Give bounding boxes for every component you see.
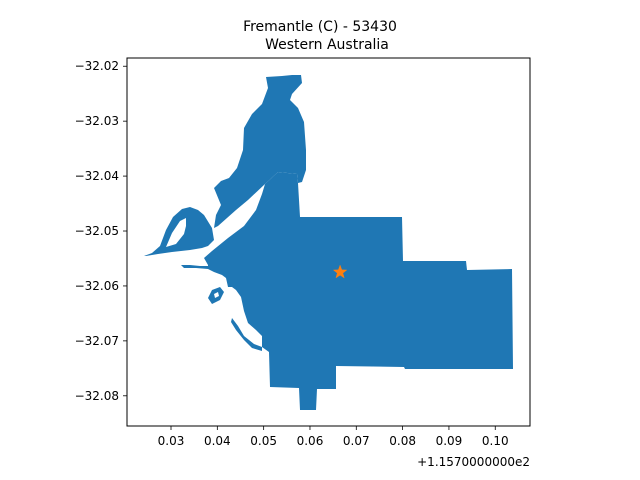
y-tick-label: −32.03 — [75, 114, 119, 128]
region-coastal-sliver — [231, 318, 262, 351]
x-offset-label: +1.1570000000e2 — [417, 455, 530, 469]
y-tick-label: −32.06 — [75, 279, 119, 293]
y-axis: −32.02 −32.03 −32.04 −32.05 −32.06 −32.07 −32.… — [75, 59, 127, 403]
chart-title: Fremantle (C) - 53430 — [243, 19, 397, 35]
x-tick-label: 0.08 — [389, 434, 416, 448]
y-tick-label: −32.05 — [75, 224, 119, 238]
chart-subtitle: Western Australia — [265, 37, 389, 53]
x-tick-label: 0.04 — [204, 434, 231, 448]
region-map-shape — [144, 75, 513, 410]
x-tick-label: 0.03 — [158, 434, 185, 448]
x-axis: 0.03 0.04 0.05 0.06 0.07 0.08 0.09 0.10 — [158, 426, 509, 448]
region-islet — [208, 287, 224, 304]
region-main-section — [204, 172, 513, 410]
axes-frame — [126, 57, 531, 427]
x-tick-label: 0.05 — [250, 434, 277, 448]
region-breakwater — [144, 207, 214, 256]
y-tick-label: −32.07 — [75, 334, 119, 348]
y-tick-label: −32.04 — [75, 169, 119, 183]
region-north-section — [214, 75, 306, 228]
x-tick-label: 0.07 — [343, 434, 370, 448]
y-tick-label: −32.08 — [75, 389, 119, 403]
location-star-marker — [332, 264, 348, 279]
region-harbour-slip — [181, 265, 208, 269]
y-tick-label: −32.02 — [75, 59, 119, 73]
x-tick-label: 0.10 — [482, 434, 509, 448]
x-tick-label: 0.06 — [297, 434, 324, 448]
x-tick-label: 0.09 — [436, 434, 463, 448]
